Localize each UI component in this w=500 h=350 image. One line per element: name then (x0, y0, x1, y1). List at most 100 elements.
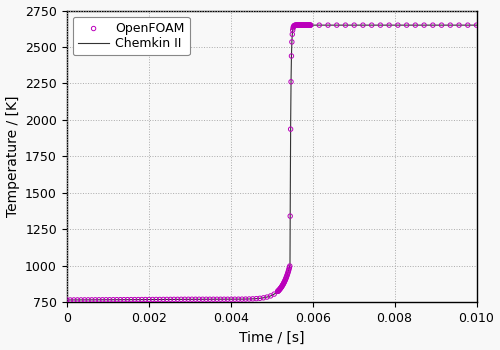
OpenFOAM (298, 22, 306, 28)
OpenFOAM (296, 22, 304, 28)
OpenFOAM (296, 22, 304, 28)
OpenFOAM (231, 296, 239, 302)
OpenFOAM (77, 297, 85, 303)
OpenFOAM (116, 297, 124, 302)
OpenFOAM (276, 287, 283, 293)
OpenFOAM (198, 296, 206, 302)
OpenFOAM (278, 284, 286, 289)
OpenFOAM (95, 297, 103, 303)
OpenFOAM (288, 53, 296, 59)
OpenFOAM (145, 297, 153, 302)
OpenFOAM (102, 297, 110, 302)
OpenFOAM (296, 22, 304, 28)
OpenFOAM (306, 22, 314, 28)
OpenFOAM (288, 39, 296, 45)
OpenFOAM (283, 273, 291, 279)
OpenFOAM (300, 22, 308, 28)
OpenFOAM (298, 22, 306, 28)
OpenFOAM (284, 271, 292, 276)
OpenFOAM (252, 296, 260, 301)
OpenFOAM (464, 22, 472, 28)
OpenFOAM (202, 296, 210, 302)
OpenFOAM (166, 296, 174, 302)
OpenFOAM (385, 22, 393, 28)
OpenFOAM (210, 296, 218, 302)
Line: Chemkin II: Chemkin II (66, 25, 476, 300)
OpenFOAM (66, 297, 74, 303)
OpenFOAM (300, 22, 308, 28)
OpenFOAM (281, 277, 289, 283)
OpenFOAM (242, 296, 250, 302)
OpenFOAM (274, 288, 282, 294)
OpenFOAM (213, 296, 221, 302)
Chemkin II (221, 297, 227, 301)
OpenFOAM (277, 285, 285, 290)
OpenFOAM (142, 297, 150, 302)
Chemkin II (238, 297, 244, 301)
OpenFOAM (276, 286, 284, 292)
OpenFOAM (298, 22, 306, 28)
OpenFOAM (109, 297, 117, 302)
OpenFOAM (260, 295, 268, 301)
OpenFOAM (138, 297, 146, 302)
OpenFOAM (294, 22, 302, 28)
OpenFOAM (80, 297, 88, 303)
OpenFOAM (274, 288, 282, 293)
OpenFOAM (296, 22, 304, 28)
OpenFOAM (306, 22, 314, 28)
OpenFOAM (302, 22, 310, 28)
OpenFOAM (98, 297, 106, 302)
OpenFOAM (292, 22, 300, 28)
OpenFOAM (302, 22, 310, 28)
OpenFOAM (220, 296, 228, 302)
OpenFOAM (284, 272, 292, 278)
OpenFOAM (280, 281, 287, 286)
X-axis label: Time / [s]: Time / [s] (239, 330, 304, 344)
Chemkin II (110, 298, 116, 302)
OpenFOAM (332, 22, 340, 28)
OpenFOAM (412, 22, 420, 28)
OpenFOAM (301, 22, 309, 28)
OpenFOAM (256, 295, 264, 301)
OpenFOAM (294, 22, 302, 28)
OpenFOAM (127, 297, 135, 302)
OpenFOAM (184, 296, 192, 302)
OpenFOAM (206, 296, 214, 302)
OpenFOAM (295, 22, 303, 28)
OpenFOAM (288, 32, 296, 37)
OpenFOAM (279, 281, 287, 287)
OpenFOAM (291, 22, 299, 28)
OpenFOAM (192, 296, 200, 302)
OpenFOAM (446, 22, 454, 28)
OpenFOAM (278, 284, 285, 290)
OpenFOAM (286, 126, 294, 132)
OpenFOAM (280, 279, 288, 285)
OpenFOAM (394, 22, 402, 28)
OpenFOAM (304, 22, 312, 28)
OpenFOAM (74, 297, 82, 303)
OpenFOAM (281, 278, 289, 284)
OpenFOAM (376, 22, 384, 28)
OpenFOAM (359, 22, 367, 28)
OpenFOAM (472, 22, 480, 28)
OpenFOAM (274, 288, 282, 294)
OpenFOAM (300, 22, 308, 28)
OpenFOAM (368, 22, 376, 28)
Chemkin II (135, 298, 141, 302)
OpenFOAM (70, 297, 78, 303)
Chemkin II (422, 23, 428, 27)
OpenFOAM (305, 22, 313, 28)
OpenFOAM (238, 296, 246, 302)
OpenFOAM (303, 22, 311, 28)
OpenFOAM (278, 283, 286, 288)
OpenFOAM (130, 297, 138, 302)
OpenFOAM (306, 22, 314, 28)
OpenFOAM (224, 296, 232, 302)
OpenFOAM (234, 296, 242, 302)
OpenFOAM (294, 22, 302, 28)
OpenFOAM (304, 22, 312, 28)
OpenFOAM (289, 25, 297, 31)
OpenFOAM (291, 23, 299, 28)
OpenFOAM (216, 296, 224, 302)
OpenFOAM (297, 22, 305, 28)
